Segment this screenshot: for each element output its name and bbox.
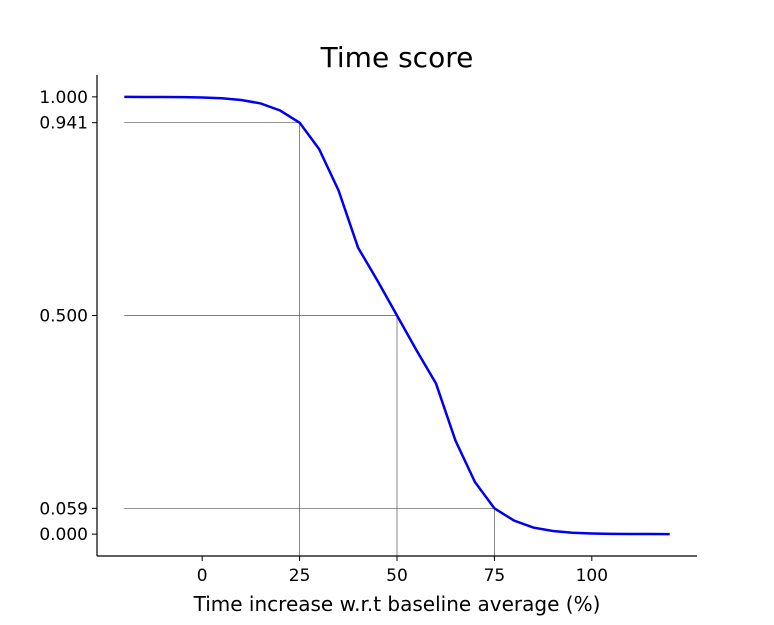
y-axis-ticks: 0.000 0.059 0.500 0.941 1.000 — [39, 88, 97, 545]
x-tick-label: 0 — [197, 566, 208, 586]
x-tick-label: 100 — [576, 566, 608, 586]
chart-title: Time score — [320, 41, 474, 74]
series-line — [124, 95, 670, 536]
y-tick-label: 0.059 — [39, 499, 88, 519]
y-tick-label: 1.000 — [39, 88, 88, 108]
x-tick-label: 50 — [386, 566, 408, 586]
y-tick-label: 0.000 — [39, 525, 88, 545]
y-tick-label: 0.941 — [39, 114, 88, 134]
x-axis-label: Time increase w.r.t baseline average (%) — [193, 592, 601, 616]
x-tick-label: 25 — [289, 566, 311, 586]
x-axis-ticks: 0 25 50 75 100 — [197, 556, 608, 586]
x-tick-label: 75 — [484, 566, 506, 586]
y-tick-label: 0.500 — [39, 307, 88, 327]
reference-lines — [124, 122, 495, 556]
